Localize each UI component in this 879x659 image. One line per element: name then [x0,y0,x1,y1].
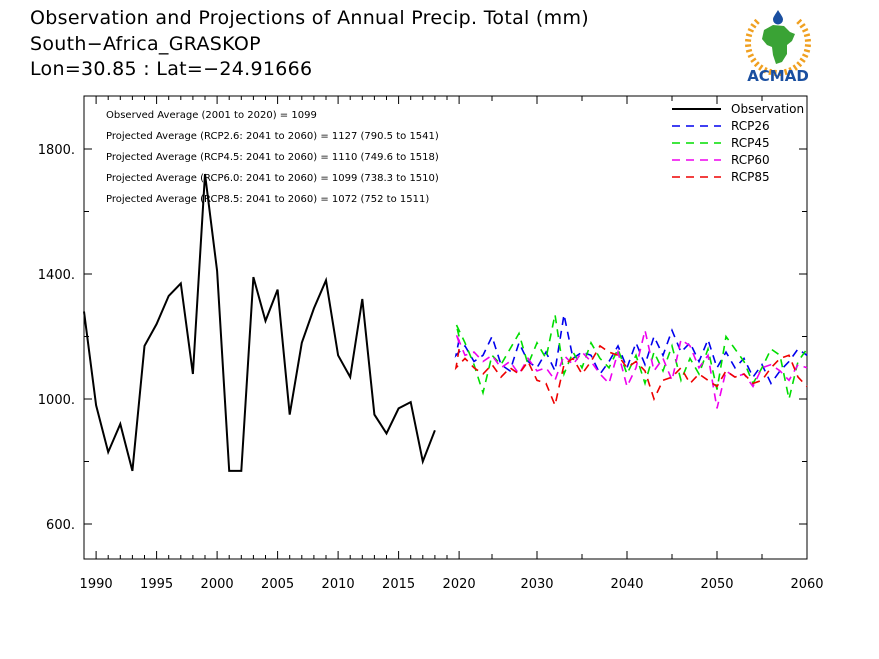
logo-ray [799,57,806,63]
africa-map-logo-icon: ACMAD [745,10,811,84]
y-tick-label: 600. [46,518,75,533]
series-line-rcp26 [454,314,808,385]
series-line-rcp45 [455,314,808,400]
logo-ray [747,27,755,33]
logo-ray [801,27,809,33]
logo-ray [804,44,811,48]
stat-rcp60: Projected Average (RCP6.0: 2041 to 2060)… [106,173,439,184]
logo-ray [779,69,783,76]
logo-ray [745,33,753,38]
stat-rcp85: Projected Average (RCP8.5: 2041 to 2060)… [106,194,429,205]
y-tick-label: 1800. [38,143,75,158]
legend-label-rcp26: RCP26 [731,119,770,133]
logo-ray [792,64,798,71]
logo-ray [745,44,752,48]
legend: Observation RCP26 RCP45 RCP60 RCP85 [672,102,804,184]
logo-ray [803,48,811,53]
logo-ray [799,23,806,29]
logo-ray [753,18,760,25]
legend-label-rcp85: RCP85 [731,170,770,184]
logo-ray [788,66,794,74]
logo-ray [783,68,788,76]
y-tick-label: 1000. [38,393,75,408]
x-tick-label: 2050 [700,577,733,592]
logo-ray [801,53,809,59]
series-line-rcp85 [454,344,808,408]
legend-label-observation: Observation [731,102,804,116]
chart-title: Observation and Projections of Annual Pr… [30,7,589,29]
x-tick-label: 2020 [443,577,476,592]
x-axis: 1990 1995 2000 2005 2010 2015 2020 2030 2040 2050… [80,96,824,592]
logo-ray [773,69,777,76]
logo-ray [796,61,803,68]
logo-ray [803,33,811,38]
logo-ray [745,48,753,53]
series-lines [83,173,808,472]
plot-border [83,95,808,560]
logo-ray [796,18,803,25]
logo-ray [768,68,773,76]
location-coordinates: Lon=30.85 : Lat=−24.91666 [30,58,313,80]
legend-label-rcp45: RCP45 [731,136,770,150]
x-tick-label: 1990 [80,577,113,592]
series-line-observation [83,173,436,472]
stat-observed: Observed Average (2001 to 2020) = 1099 [106,110,317,121]
series-line-rcp60 [455,330,808,409]
legend-label-rcp60: RCP60 [731,153,770,167]
location-name: South−Africa_GRASKOP [30,33,261,55]
x-tick-label: 2010 [322,577,355,592]
y-tick-label: 1400. [38,268,75,283]
x-tick-label: 1995 [140,577,173,592]
x-tick-label: 2015 [382,577,415,592]
water-drop-icon [773,10,783,25]
y-axis: 600. 1000. 1400. 1800. [38,143,807,533]
logo-ray [804,38,811,42]
x-tick-label: 2005 [261,577,294,592]
plot-frame [83,95,808,560]
logo-ray [750,57,757,63]
logo-ray [753,61,760,68]
logo-ray [762,66,768,74]
logo-ray [747,53,755,59]
logo-ray [758,64,764,71]
x-tick-label: 2060 [790,577,823,592]
logo-ray [750,23,757,29]
acmad-logo-text: ACMAD [747,67,809,84]
africa-map-icon [762,25,795,64]
stat-rcp26: Projected Average (RCP2.6: 2041 to 2060)… [106,131,439,142]
x-tick-label: 2000 [201,577,234,592]
stats-box: Observed Average (2001 to 2020) = 1099 P… [106,110,439,205]
logo-ray [745,38,752,42]
x-tick-label: 2030 [520,577,553,592]
stat-rcp45: Projected Average (RCP4.5: 2041 to 2060)… [106,152,439,163]
x-tick-label: 2040 [610,577,643,592]
